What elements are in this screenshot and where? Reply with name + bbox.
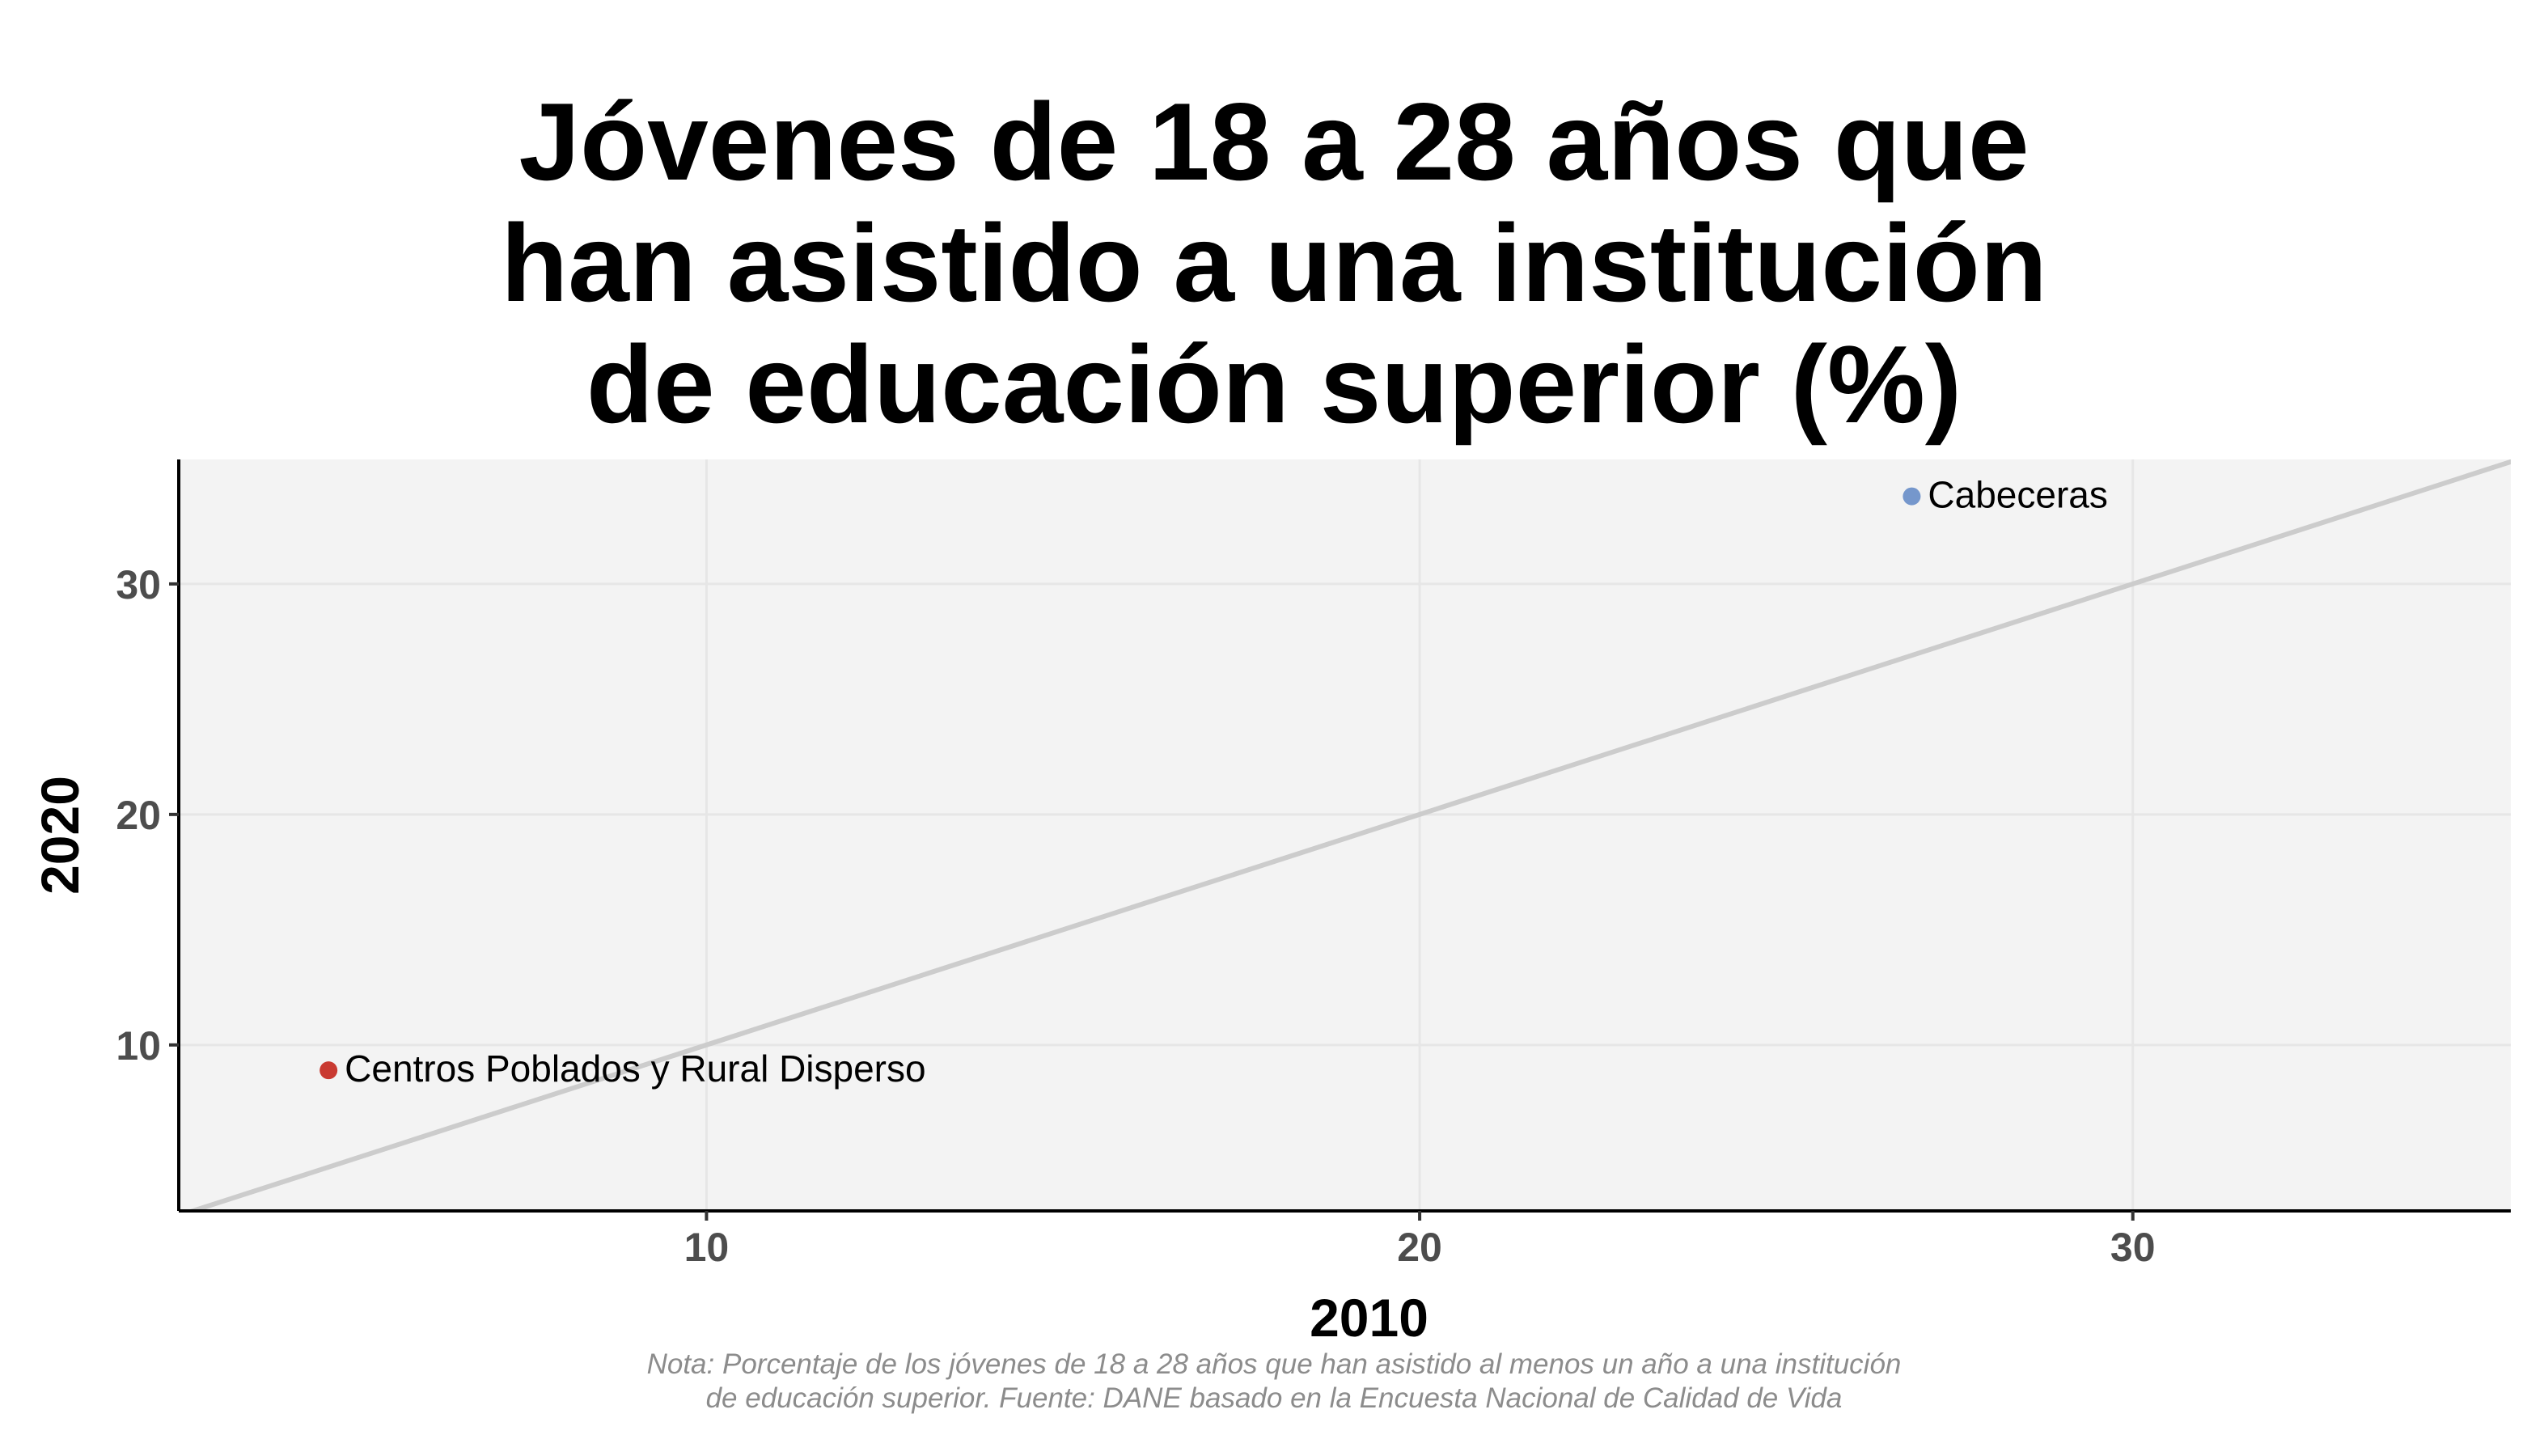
x-tick-label-30: 30 xyxy=(2110,1225,2156,1270)
data-point-label-1: Centros Poblados y Rural Disperso xyxy=(345,1048,925,1090)
x-tick-label-10: 10 xyxy=(684,1225,730,1270)
plot-panel xyxy=(179,459,2511,1211)
data-point-1 xyxy=(320,1061,338,1080)
reference-line-group xyxy=(184,459,2511,1211)
chart-note-line-2: de educación superior. Fuente: DANE basa… xyxy=(705,1382,1843,1414)
axis-ticks: 10 20 30 10 20 30 xyxy=(116,562,2155,1270)
chart-title-line-3: de educación superior (%) xyxy=(586,323,1962,446)
chart-title-line-1: Jóvenes de 18 a 28 años que xyxy=(518,80,2030,203)
y-tick-label-30: 30 xyxy=(116,562,161,607)
y-axis-title: 2020 xyxy=(30,776,90,895)
data-points: Cabeceras Centros Poblados y Rural Disper… xyxy=(320,474,2108,1090)
x-axis-title: 2010 xyxy=(1310,1288,1428,1348)
chart-title: Jóvenes de 18 a 28 años que han asistido… xyxy=(0,81,2548,445)
chart-note: Nota: Porcentaje de los jóvenes de 18 a … xyxy=(0,1348,2548,1416)
data-point-0 xyxy=(1903,487,1921,506)
y-tick-label-10: 10 xyxy=(116,1023,161,1069)
y-tick-label-20: 20 xyxy=(116,793,161,838)
data-point-label-0: Cabeceras xyxy=(1928,474,2107,516)
reference-line xyxy=(184,459,2511,1211)
chart-title-line-2: han asistido a una institución xyxy=(501,201,2047,324)
x-tick-label-20: 20 xyxy=(1397,1225,1442,1270)
chart-note-line-1: Nota: Porcentaje de los jóvenes de 18 a … xyxy=(646,1348,1902,1380)
